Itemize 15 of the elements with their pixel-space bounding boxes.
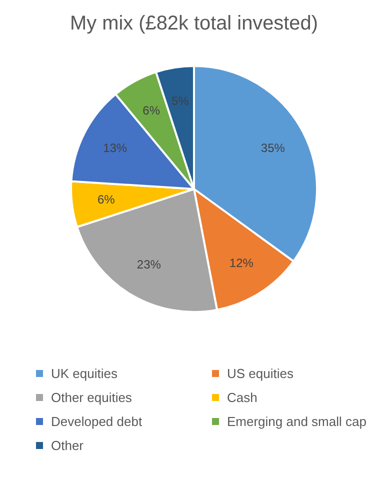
legend-label: Emerging and small cap [227, 414, 366, 429]
legend-label: Cash [227, 390, 258, 405]
chart-title: My mix (£82k total invested) [70, 12, 318, 35]
data-label: 12% [229, 256, 254, 270]
data-label: 6% [97, 192, 116, 206]
data-label: 5% [171, 94, 190, 108]
legend-label: Developed debt [51, 414, 142, 429]
legend-label: Other equities [51, 390, 132, 405]
legend-label: US equities [227, 366, 294, 381]
legend-label: UK equities [51, 366, 118, 381]
data-label: 35% [260, 141, 286, 156]
data-label: 6% [142, 104, 160, 118]
data-label: 13% [103, 141, 128, 156]
legend-label: Other [51, 438, 84, 453]
data-label: 23% [136, 258, 162, 272]
